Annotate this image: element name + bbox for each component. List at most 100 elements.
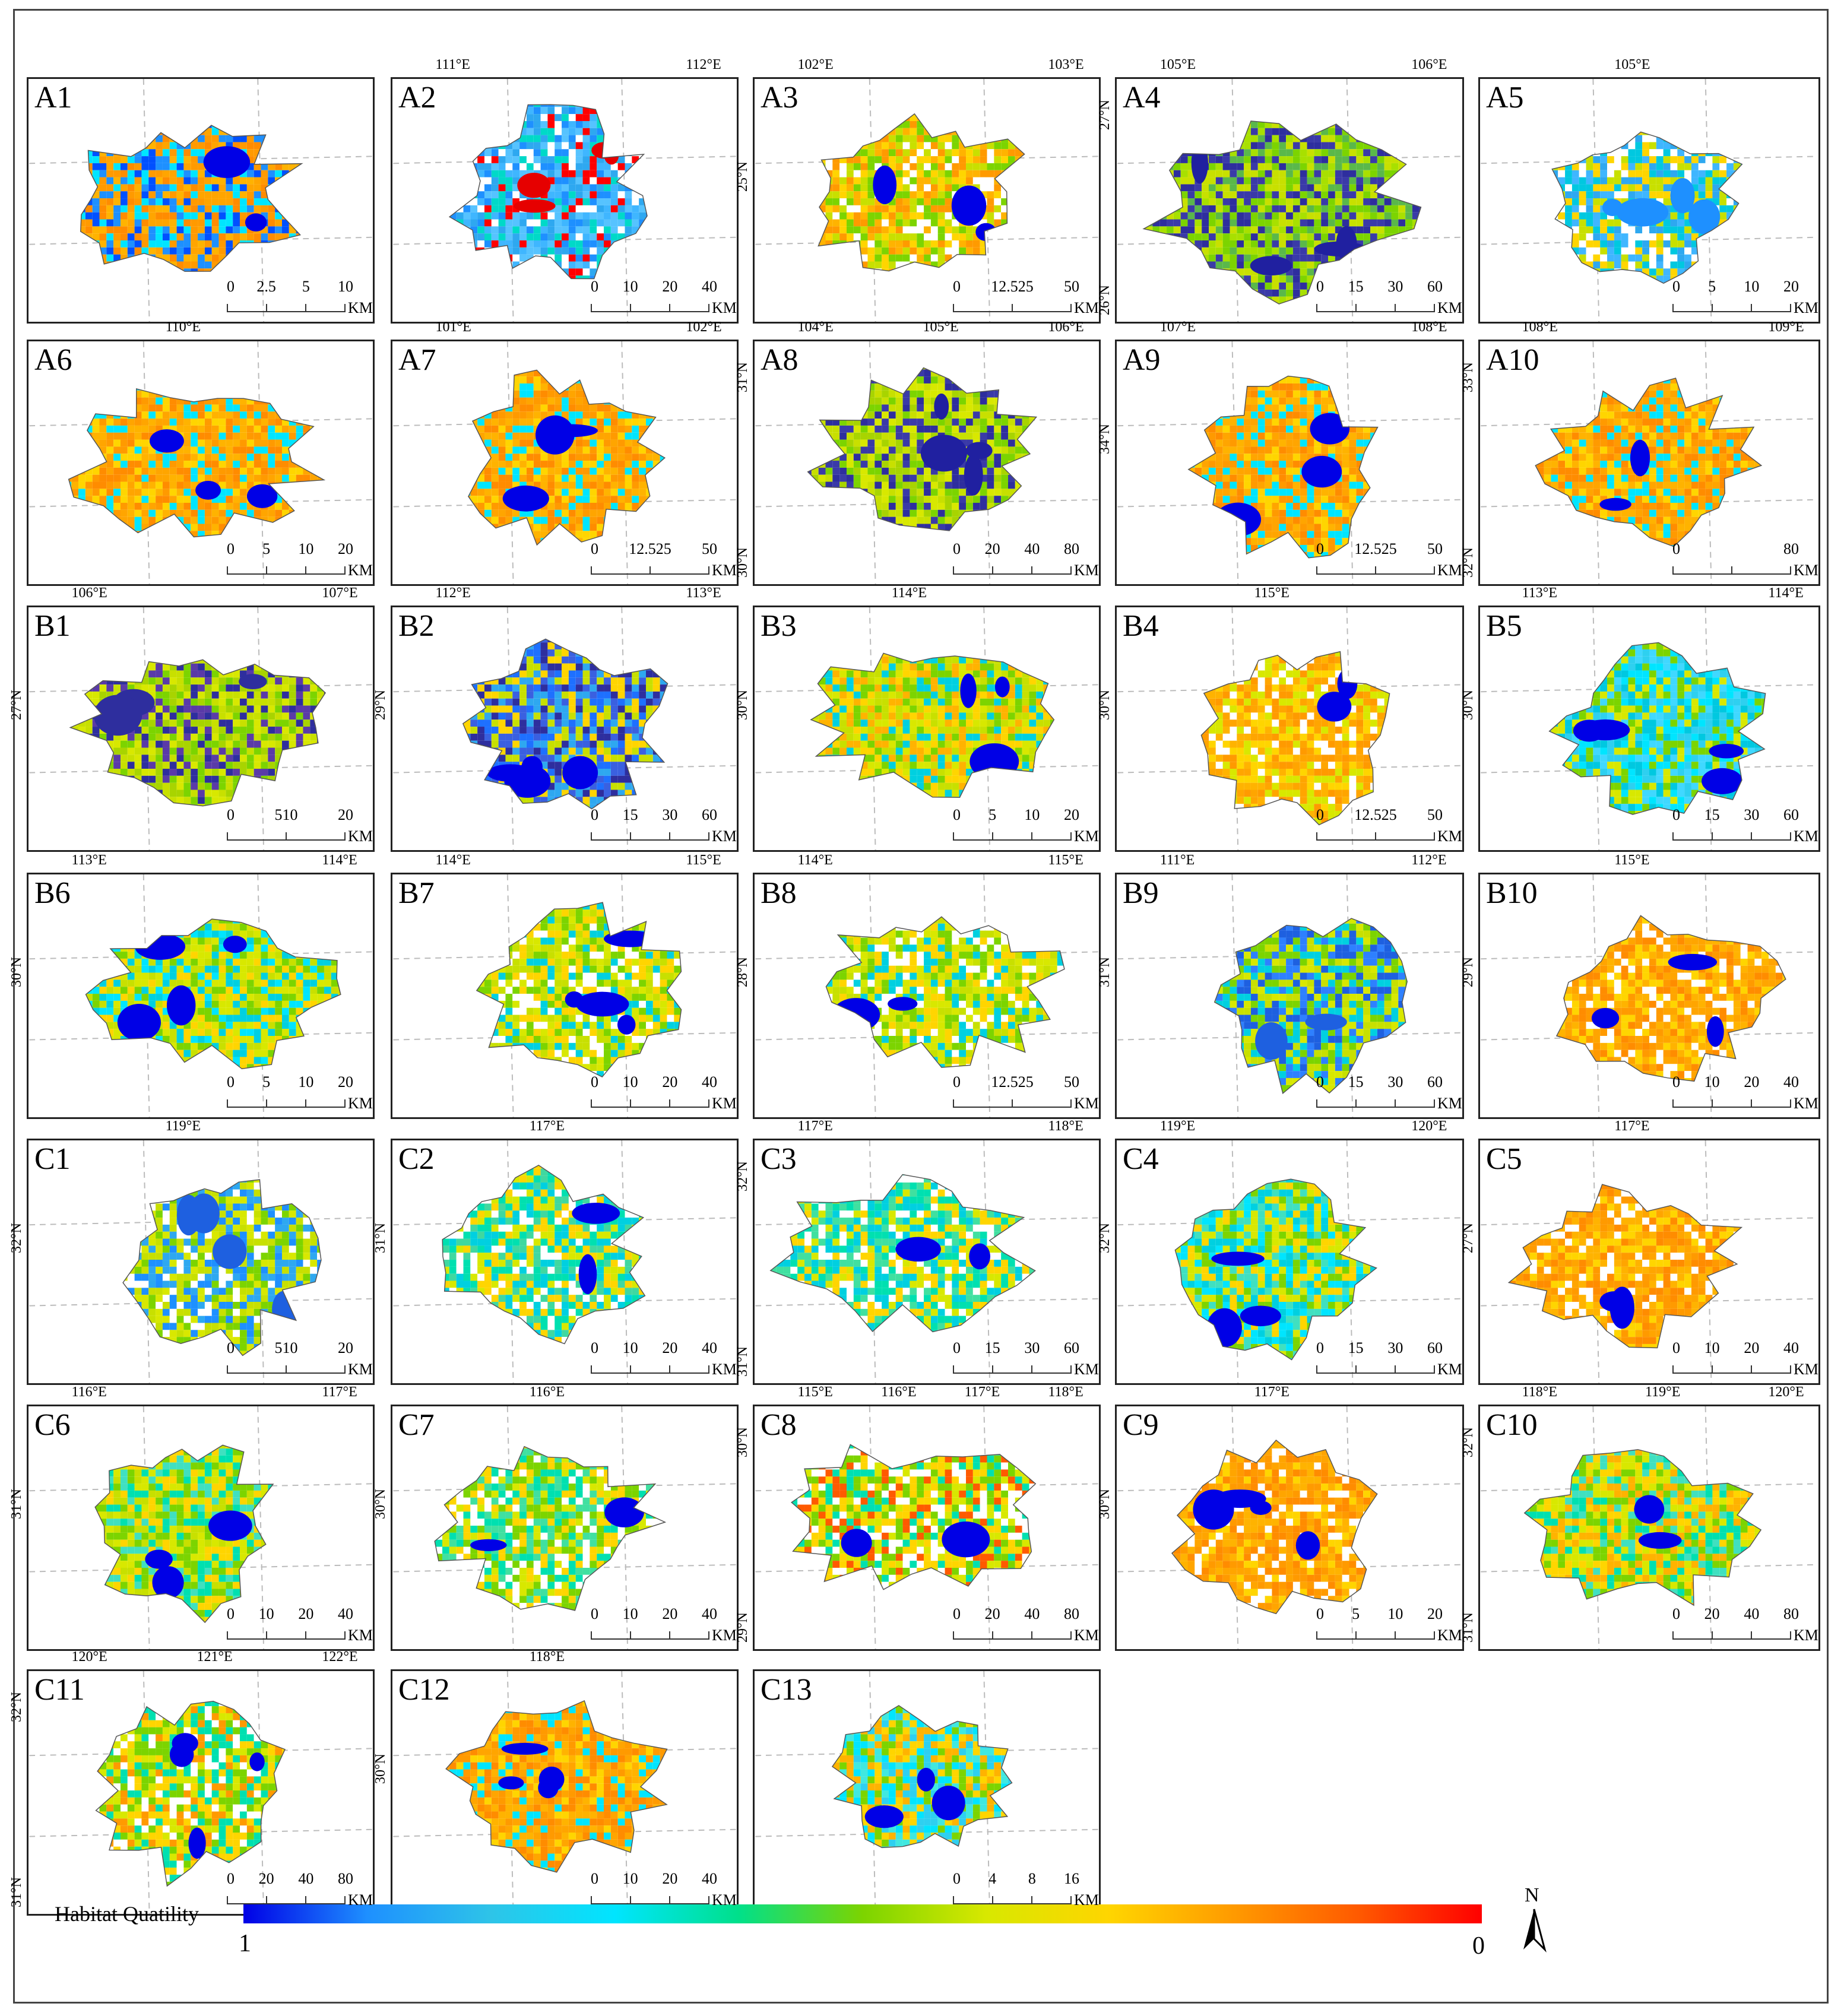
latitude-label: 32°N	[9, 1223, 25, 1253]
latitude-label: 32°N	[1097, 1223, 1113, 1253]
scale-unit: KM	[1074, 299, 1099, 317]
scale-bar-line	[1672, 1099, 1791, 1108]
region-outline	[445, 1700, 668, 1873]
panel-label: C6	[34, 1409, 71, 1442]
panel-label: B2	[398, 610, 435, 643]
region-outline	[1555, 915, 1786, 1082]
scale-bar-division	[1355, 1631, 1357, 1640]
map-panel-c9: C9 0 5 10 20 KM	[1115, 1405, 1464, 1651]
map-panel-a3: A3 0 12.525 50 KM	[753, 77, 1101, 324]
water-body	[1305, 1013, 1347, 1031]
water-body	[1295, 1531, 1320, 1560]
latitude-label: 29°N	[735, 1612, 751, 1643]
scale-bar-line	[591, 1099, 709, 1108]
longitude-label: 120°E	[71, 1649, 107, 1665]
legend-max-label: 0	[1472, 1932, 1485, 1960]
scale-bar-division	[1355, 304, 1357, 312]
scale-tick-label: 50	[1064, 1073, 1079, 1091]
scale-bar-division	[305, 304, 307, 312]
scale-tick-label: 40	[702, 1073, 717, 1091]
water-body	[501, 1742, 549, 1755]
longitude-label: 122°E	[322, 1649, 357, 1665]
water-body	[617, 1015, 636, 1035]
longitude-label: 119°E	[1160, 1118, 1195, 1134]
habitat-quality-map-c3	[755, 1140, 1098, 1383]
scale-tick-label: 10	[338, 278, 353, 296]
water-body	[470, 1539, 507, 1551]
scale-unit: KM	[1794, 1627, 1818, 1644]
longitude-label: 102°E	[797, 57, 833, 73]
scale-tick-label: 20	[1744, 1073, 1759, 1091]
longitude-label: 118°E	[530, 1649, 565, 1665]
scale-unit: KM	[348, 299, 373, 317]
habitat-quality-map-a2	[393, 79, 736, 322]
scale-bar: 0 12.525 50 KM	[953, 1073, 1099, 1115]
region-outline	[1535, 378, 1763, 547]
map-panel-c8: C8 0 20 40 80 KM	[753, 1405, 1101, 1651]
scale-tick-label: 20	[298, 1605, 313, 1623]
scale-tick-label: 40	[1783, 1339, 1799, 1357]
water-body	[1206, 1308, 1242, 1348]
scale-tick-label: 0	[953, 806, 961, 824]
scale-bar-line	[227, 1099, 346, 1108]
region-outline	[448, 104, 648, 280]
map-panel-c11: C11 0 20 40 80 KM	[27, 1669, 375, 1916]
scale-tick-label: 40	[298, 1870, 313, 1888]
water-body	[213, 1234, 247, 1269]
scale-tick-label: 30	[662, 806, 677, 824]
region-outline	[80, 125, 303, 272]
water-body	[942, 1521, 990, 1558]
map-panel-c13: C13 0 4 8 16 KM	[753, 1669, 1101, 1916]
scale-bar-division	[669, 304, 671, 312]
habitat-quality-map-c7	[393, 1406, 736, 1649]
longitude-label: 108°E	[1411, 319, 1447, 335]
region-outline	[769, 1174, 1036, 1333]
scale-tick-label: 30	[1387, 1339, 1403, 1357]
scale-bar-division	[1031, 566, 1033, 575]
scale-tick-label: 40	[1024, 540, 1040, 558]
scale-bar: 0 5 10 20 KM	[953, 806, 1099, 848]
region-outline	[94, 1444, 274, 1624]
scale-tick-label: 2.5	[256, 278, 276, 296]
scale-unit: KM	[1794, 828, 1818, 845]
water-body	[1638, 1532, 1682, 1549]
panel-label: B4	[1123, 610, 1159, 643]
scale-unit: KM	[348, 1361, 373, 1378]
water-body	[1250, 1500, 1272, 1515]
water-body	[502, 485, 549, 512]
scale-tick-label: 12.525	[991, 1073, 1034, 1091]
region-outline	[69, 659, 327, 807]
region-outline	[810, 652, 1055, 798]
scale-bar-division	[629, 304, 631, 312]
habitat-raster	[70, 660, 326, 806]
scale-tick-label: 8	[1028, 1870, 1036, 1888]
region-outline	[1142, 121, 1422, 305]
water-body	[1211, 1251, 1265, 1266]
scale-unit: KM	[1437, 1361, 1462, 1378]
longitude-label: 115°E	[1254, 585, 1289, 601]
scale-bar-line	[591, 304, 709, 312]
longitude-label: 103°E	[1048, 57, 1083, 73]
panel-label: C9	[1123, 1409, 1159, 1442]
scale-bar-division	[1711, 832, 1713, 841]
map-panel-b8: B8 0 12.525 50 KM	[753, 873, 1101, 1119]
longitude-label: 106°E	[1048, 319, 1083, 335]
region-outline	[95, 1700, 286, 1887]
scale-tick-label: 0	[1672, 806, 1680, 824]
region-outline	[1214, 918, 1408, 1095]
longitude-label: 106°E	[71, 585, 107, 601]
scale-tick-label: 20	[985, 1605, 1000, 1623]
water-body	[969, 743, 1019, 780]
scale-tick-label: 12.525	[1354, 806, 1397, 824]
scale-tick-label: 10	[1387, 1605, 1403, 1623]
scale-tick-label: 16	[1064, 1870, 1079, 1888]
longitude-label: 101°E	[435, 319, 471, 335]
scale-bar: 0 12.525 50 KM	[1316, 806, 1462, 848]
water-body	[934, 393, 949, 420]
map-panel-b9: B9 0 15 30 60 KM	[1115, 873, 1464, 1119]
longitude-label: 108°E	[1522, 319, 1558, 335]
map-panel-a10: A10 0 80 KM	[1478, 340, 1820, 586]
water-body	[1215, 502, 1262, 537]
longitude-label: 106°E	[1411, 57, 1447, 73]
